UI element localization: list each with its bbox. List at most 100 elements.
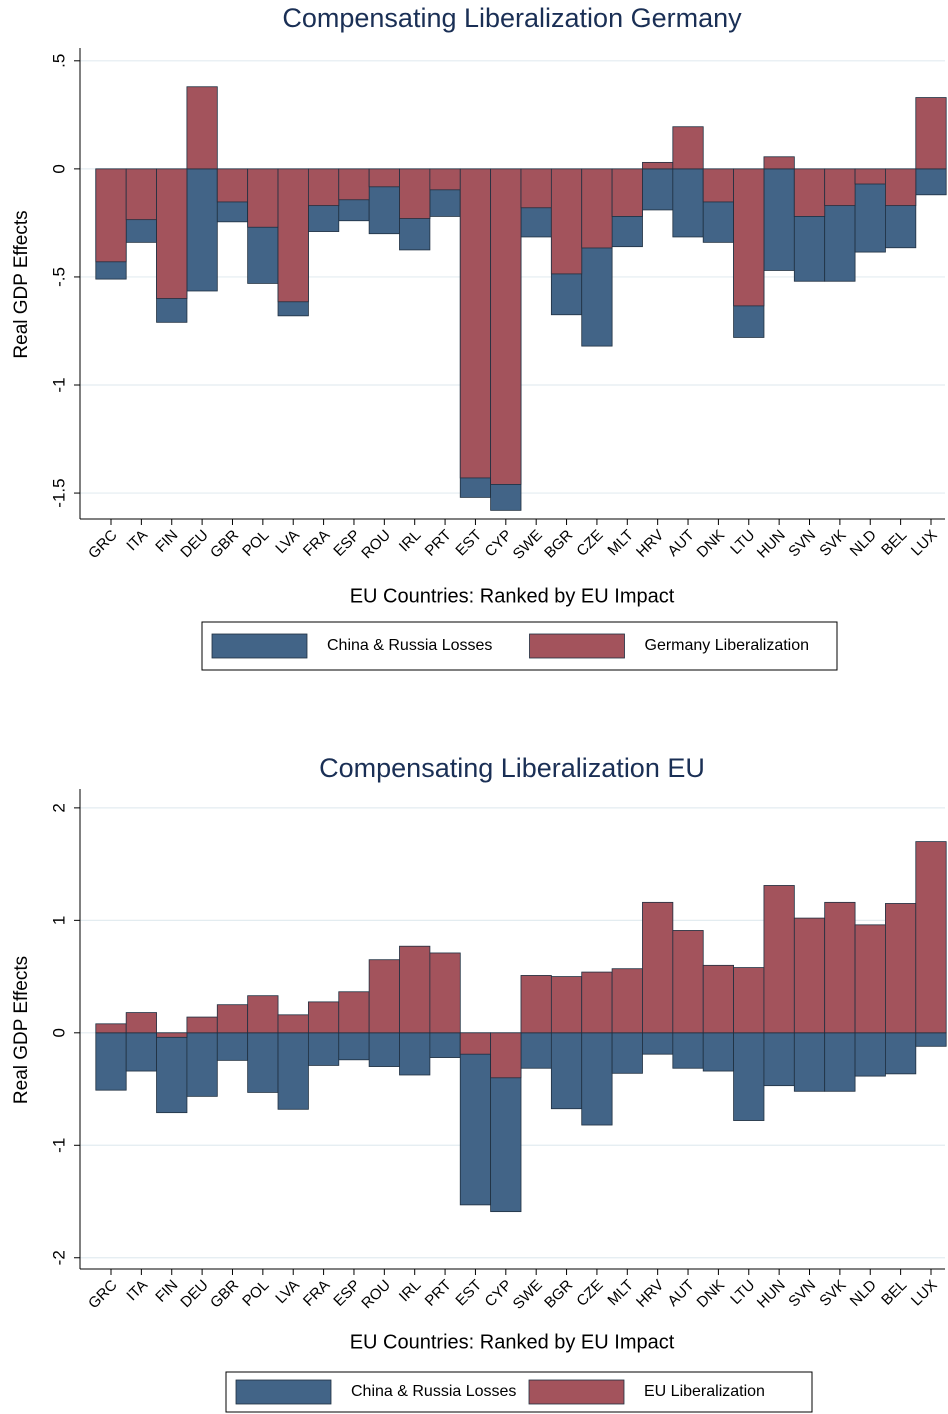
x-axis-title: EU Countries: Ranked by EU Impact	[350, 585, 675, 607]
bar	[429, 1032, 461, 1058]
x-tick-label: ESP	[330, 1277, 363, 1310]
x-tick-label: SVK	[816, 1277, 849, 1310]
bar	[399, 945, 431, 1034]
bar	[550, 976, 583, 1034]
bar	[277, 1014, 309, 1034]
bar	[611, 968, 643, 1034]
x-tick-label: CYP	[482, 1277, 516, 1311]
bar	[95, 168, 127, 263]
x-tick-label: AUT	[664, 1277, 697, 1310]
x-tick-label: BEL	[878, 527, 910, 559]
bar	[95, 1032, 127, 1091]
bar	[672, 1032, 704, 1069]
bar	[702, 964, 735, 1034]
bar	[125, 1032, 157, 1072]
y-tick-label: .5	[49, 54, 68, 68]
bar	[642, 168, 674, 211]
legend-swatch	[528, 1379, 625, 1405]
x-tick-label: HRV	[633, 527, 667, 561]
legend-label: Germany Liberalization	[645, 637, 810, 654]
bar	[307, 168, 340, 207]
x-tick-label: CZE	[573, 527, 606, 560]
legend-label: China & Russia Losses	[351, 1383, 516, 1400]
bar	[186, 168, 218, 292]
bar	[216, 168, 249, 203]
x-tick-label: LVA	[272, 527, 303, 558]
bar	[338, 168, 370, 201]
bar	[550, 1032, 583, 1110]
x-tick-label: EST	[452, 1277, 485, 1310]
x-tick-label: SWE	[510, 1277, 546, 1313]
x-tick-label: BGR	[541, 527, 576, 562]
y-tick-label: 0	[49, 1028, 68, 1037]
bar	[156, 1032, 188, 1038]
bar	[672, 930, 704, 1034]
bar	[247, 1032, 279, 1093]
bar	[642, 1032, 674, 1055]
x-tick-label: EST	[452, 527, 485, 560]
bar	[95, 1023, 127, 1034]
x-tick-label: LUX	[908, 1277, 941, 1310]
x-tick-label: IRL	[396, 527, 425, 556]
bar	[915, 1032, 947, 1047]
bar	[854, 168, 886, 185]
chart-title: Compensating Liberalization Germany	[282, 3, 742, 33]
bar	[277, 168, 309, 303]
x-tick-label: CZE	[573, 1277, 606, 1310]
x-tick-label: AUT	[664, 527, 697, 560]
y-tick-label: 2	[49, 803, 68, 812]
y-tick-label: -1.5	[49, 478, 68, 507]
bar	[581, 168, 613, 249]
bar	[672, 126, 704, 170]
bar	[915, 841, 947, 1034]
x-tick-label: HRV	[633, 1277, 667, 1311]
x-tick-label: FIN	[152, 527, 181, 556]
x-tick-label: FIN	[152, 1277, 181, 1306]
x-tick-label: PRT	[422, 1277, 455, 1310]
x-tick-label: ROU	[358, 527, 394, 563]
x-tick-label: SVK	[816, 527, 849, 560]
bar	[550, 168, 583, 275]
x-tick-label: SWE	[510, 527, 546, 563]
bar	[581, 971, 613, 1034]
bar	[854, 1032, 886, 1077]
x-tick-label: ITA	[123, 527, 151, 555]
bar	[186, 86, 218, 170]
bar	[459, 168, 492, 479]
x-tick-label: ROU	[358, 1277, 394, 1313]
x-tick-label: SVN	[785, 527, 819, 561]
x-tick-label: PRT	[422, 527, 455, 560]
chart-title: Compensating Liberalization EU	[319, 753, 705, 783]
y-tick-label: -1	[49, 377, 68, 392]
bar	[581, 1032, 613, 1126]
x-axis-title: EU Countries: Ranked by EU Impact	[350, 1331, 675, 1353]
bar	[368, 168, 400, 188]
bar	[733, 168, 765, 307]
x-tick-label: POL	[239, 527, 272, 560]
bar	[125, 168, 157, 221]
bar	[885, 168, 917, 207]
legend-box	[201, 621, 838, 671]
bar	[156, 168, 188, 299]
bar	[247, 995, 279, 1034]
x-tick-label: DNK	[694, 1277, 728, 1311]
bar	[338, 1032, 370, 1061]
bar	[733, 1032, 765, 1121]
bar	[611, 168, 643, 217]
y-tick-label: -2	[49, 1250, 68, 1265]
x-tick-label: GRC	[85, 1277, 121, 1313]
bar	[156, 1032, 188, 1114]
bar	[733, 967, 765, 1034]
bar	[429, 168, 461, 191]
bar	[520, 1032, 552, 1069]
bar	[186, 1016, 218, 1034]
x-tick-label: LTU	[727, 527, 758, 558]
legend-swatch	[235, 1379, 332, 1405]
x-tick-label: SVN	[785, 1277, 819, 1311]
bar	[885, 1032, 917, 1075]
bar	[854, 924, 886, 1034]
y-tick-label: 0	[49, 164, 68, 173]
bar	[915, 168, 947, 196]
x-tick-label: MLT	[604, 1277, 636, 1309]
bar	[307, 1032, 340, 1066]
